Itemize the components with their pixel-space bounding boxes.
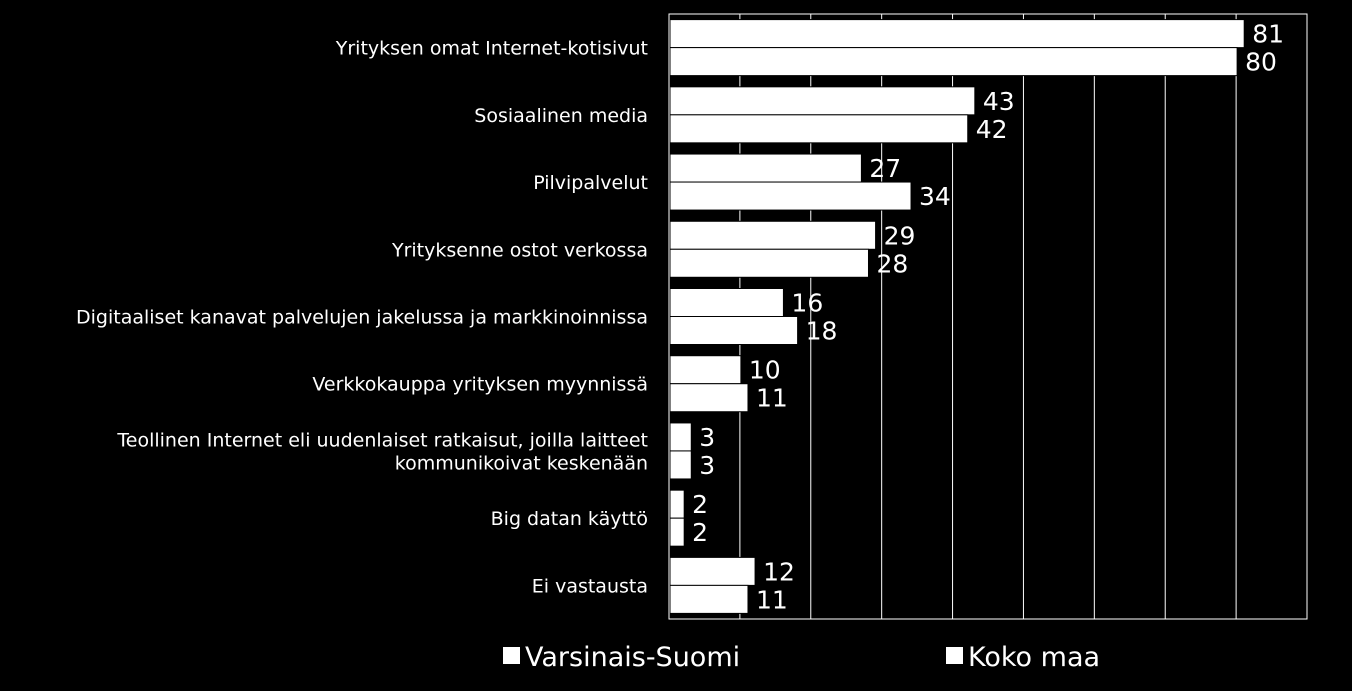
value-label: 2 [692, 490, 708, 519]
bar-koko-maa [669, 181, 912, 211]
bar-koko-maa [669, 383, 749, 413]
bar-varsinais-suomi [669, 220, 877, 250]
category-label: Ei vastausta [532, 575, 648, 597]
bar-koko-maa [669, 47, 1238, 77]
value-label: 16 [791, 289, 823, 318]
bar-varsinais-suomi [669, 422, 692, 452]
value-label: 10 [749, 356, 781, 385]
value-label: 11 [756, 384, 788, 413]
value-label: 80 [1245, 48, 1277, 77]
value-label: 2 [692, 518, 708, 547]
value-label: 27 [869, 154, 901, 183]
bar-koko-maa [669, 316, 799, 345]
value-label: 12 [763, 557, 795, 586]
bar-koko-maa [669, 450, 692, 480]
category-label: Verkkokauppa yrityksen myynnissä [312, 374, 648, 396]
bar-koko-maa [669, 517, 685, 547]
category-label: Teollinen Internet eli uudenlaiset ratka… [116, 429, 648, 474]
bar-koko-maa [669, 114, 969, 144]
category-label: Sosiaalinen media [474, 105, 648, 127]
bar-varsinais-suomi [669, 86, 976, 116]
category-label: Yrityksenne ostot verkossa [391, 239, 648, 261]
value-label: 11 [756, 585, 788, 614]
value-label: 18 [806, 317, 838, 346]
bar-varsinais-suomi [669, 355, 742, 385]
value-label: 43 [983, 87, 1015, 116]
value-label: 34 [919, 182, 951, 211]
bar-koko-maa [669, 584, 749, 614]
bars [669, 19, 1245, 614]
bar-koko-maa [669, 248, 869, 278]
legend-swatch [946, 647, 963, 664]
value-label: 81 [1252, 20, 1284, 49]
bar-varsinais-suomi [669, 19, 1245, 49]
bar-varsinais-suomi [669, 288, 784, 317]
value-label: 28 [876, 249, 908, 278]
category-label: Yrityksen omat Internet-kotisivut [335, 38, 648, 60]
legend: Varsinais-Suomi Koko maa [503, 642, 1100, 673]
category-labels: Yrityksen omat Internet-kotisivut Sosiaal… [76, 38, 648, 598]
value-label: 29 [884, 221, 916, 250]
legend-swatch [503, 647, 520, 664]
value-label: 42 [976, 115, 1008, 144]
category-label: Big datan käyttö [491, 508, 648, 530]
legend-label: Koko maa [968, 642, 1100, 673]
category-label: Digitaaliset kanavat palvelujen jakeluss… [76, 307, 648, 329]
bar-varsinais-suomi [669, 489, 685, 519]
bar-varsinais-suomi [669, 556, 756, 586]
value-label: 3 [699, 451, 715, 480]
bar-varsinais-suomi [669, 153, 862, 183]
category-label: Pilvipalvelut [533, 172, 648, 194]
value-label: 3 [699, 423, 715, 452]
legend-label: Varsinais-Suomi [525, 642, 740, 673]
